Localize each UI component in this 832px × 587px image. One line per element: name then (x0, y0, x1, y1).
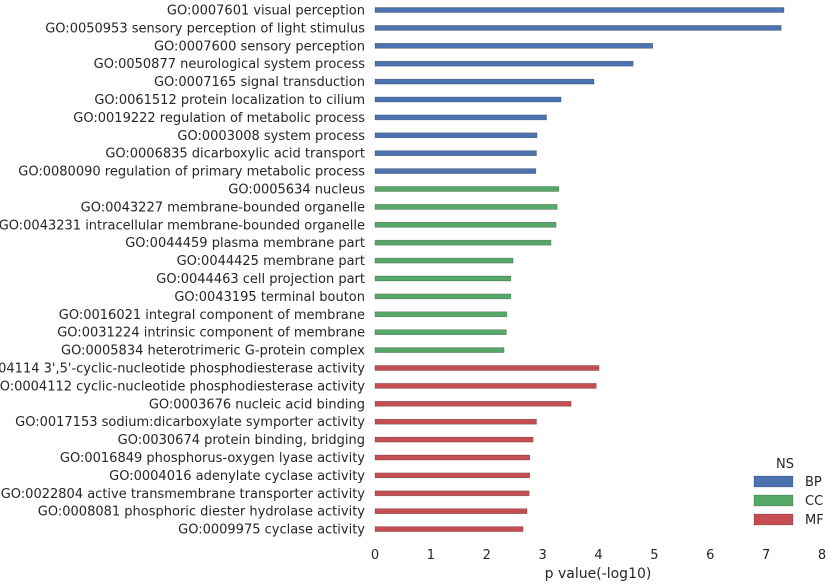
bar-cc (374, 239, 552, 246)
legend-swatch-bp (753, 475, 794, 488)
bar-bp (374, 168, 537, 174)
category-label: GO:0050953 sensory perception of light s… (45, 21, 365, 36)
legend-label-bp: BP (805, 475, 822, 490)
bar-bp (374, 96, 562, 103)
bar-cc (374, 222, 557, 228)
bar-cc (374, 275, 512, 282)
bar-bp (374, 7, 785, 13)
category-label: GO:0044459 plasma membrane part (125, 236, 365, 251)
bar-bp (374, 42, 654, 49)
x-axis-label: p value(-log10) (545, 566, 652, 582)
bar-cc (374, 311, 508, 318)
category-labels: GO:0007601 visual perception GO:0050953 s… (0, 4, 365, 538)
category-label: GO:0003008 system process (177, 129, 365, 144)
x-tick-label: 4 (594, 548, 602, 563)
bar-bp (374, 132, 538, 139)
category-label: GO:0044463 cell projection part (156, 272, 365, 287)
legend-label-cc: CC (805, 494, 823, 509)
x-tick-label: 3 (538, 548, 546, 563)
category-label: GO:0019222 regulation of metabolic proce… (73, 111, 365, 126)
category-label: GO:0043195 terminal bouton (174, 290, 365, 305)
legend-label-mf: MF (805, 513, 824, 528)
bar-mf (374, 400, 572, 407)
category-label: GO:0017153 sodium:dicarboxylate symporte… (15, 415, 365, 430)
category-label: GO:0031224 intrinsic component of membra… (57, 326, 365, 341)
bar-mf (374, 472, 531, 479)
bar-mf (374, 383, 597, 389)
category-label: GO:0005634 nucleus (228, 183, 365, 198)
bar-bp (374, 150, 537, 156)
category-label: GO:0007601 visual perception (167, 4, 365, 19)
x-tick-label: 1 (427, 548, 435, 563)
bar-cc (374, 293, 512, 300)
category-label: GO:0007165 signal transduction (154, 75, 365, 90)
legend-title: NS (776, 457, 794, 472)
category-label: GO:0005834 heterotrimeric G-protein comp… (61, 344, 365, 359)
x-tick-label: 2 (483, 548, 491, 563)
category-label: GO:0030674 protein binding, bridging (118, 433, 365, 448)
bar-bp (374, 60, 634, 67)
bar-bp (374, 114, 547, 121)
bar-bp (374, 25, 782, 31)
bar-bp (374, 78, 595, 85)
bar-mf (374, 365, 600, 371)
category-label: GO:0043231 intracellular membrane-bounde… (0, 218, 365, 233)
category-label: GO:0061512 protein localization to ciliu… (94, 93, 365, 108)
legend: NS BP CC MF (753, 457, 824, 528)
legend-swatch-mf (753, 513, 794, 526)
bar-mf (374, 508, 528, 515)
category-label: GO:0003676 nucleic acid binding (149, 397, 365, 412)
bar-mf (374, 490, 530, 497)
x-tick-label: 7 (762, 548, 770, 563)
x-tick-label: 5 (650, 548, 658, 563)
bar-cc (374, 329, 507, 336)
bars-layer (374, 7, 785, 532)
bar-cc (374, 204, 558, 210)
x-tick-label: 6 (706, 548, 714, 563)
bar-mf (374, 526, 524, 532)
bar-mf (374, 454, 531, 461)
x-tick-label: 0 (371, 548, 379, 563)
category-label: GO:0043227 membrane-bounded organelle (81, 200, 365, 215)
bar-cc (374, 347, 505, 353)
x-tick-label: 8 (818, 548, 826, 563)
bar-mf (374, 418, 537, 425)
bar-cc (374, 186, 560, 192)
category-label: GO:0080090 regulation of primary metabol… (18, 165, 365, 180)
category-label: GO:0007600 sensory perception (154, 39, 365, 54)
category-label: GO:0004016 adenylate cyclase activity (109, 469, 365, 484)
legend-swatch-cc (753, 494, 794, 507)
bar-cc (374, 257, 514, 264)
category-label: GO:0022804 active transmembrane transpor… (1, 487, 366, 502)
category-label: GO:0050877 neurological system process (94, 57, 366, 72)
category-label: GO:0006835 dicarboxylic acid transport (105, 147, 365, 162)
category-label: GO:0008081 phosphoric diester hydrolase … (38, 505, 365, 520)
category-label: GO:0016021 integral component of membran… (59, 308, 365, 323)
bar-mf (374, 436, 534, 443)
category-label: GO:0016849 phosphorus-oxygen lyase activ… (60, 451, 365, 466)
x-axis: p value(-log10) 0 1 2 3 4 5 6 7 8 (371, 548, 826, 582)
category-label: GO:0009975 cyclase activity (178, 523, 365, 538)
category-label: GO:0004114 3',5'-cyclic-nucleotide phosp… (0, 362, 365, 377)
category-label: GO:0044425 membrane part (177, 254, 365, 269)
category-label: GO:0004112 cyclic-nucleotide phosphodies… (0, 379, 365, 394)
